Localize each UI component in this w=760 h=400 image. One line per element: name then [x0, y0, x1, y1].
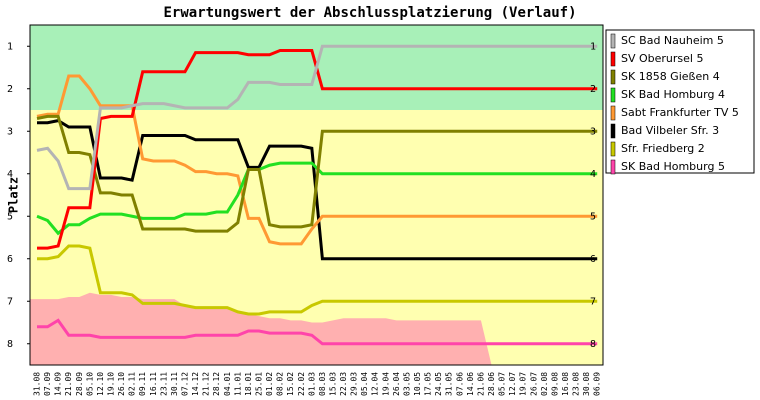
plot-frame — [29, 24, 604, 366]
legend-label: SK Bad Homburg 5 — [621, 160, 725, 173]
legend-swatch — [610, 33, 616, 49]
y-tick-label-right: 6 — [590, 254, 596, 265]
y-tick-label: 8 — [7, 339, 13, 350]
series-line — [36, 114, 598, 233]
x-tick-label: 30.08 — [582, 372, 591, 396]
x-tick-label: 23.11 — [159, 372, 168, 396]
y-tick-label-right: 3 — [590, 126, 596, 137]
x-tick-label: 15.02 — [286, 372, 295, 396]
x-tick-label: 14.09 — [54, 372, 63, 396]
x-tick-label: 21.09 — [64, 372, 73, 396]
legend-swatch — [610, 69, 616, 85]
x-tick-label: 30.11 — [170, 372, 179, 396]
legend-label: SV Oberursel 5 — [621, 52, 703, 65]
legend-label: SK Bad Homburg 4 — [621, 88, 725, 101]
x-tick-label: 08.03 — [318, 372, 327, 396]
x-tick-label: 22.02 — [297, 372, 306, 396]
x-tick-label: 19.10 — [106, 372, 115, 396]
x-tick-label: 22.03 — [339, 372, 348, 396]
y-tick-label-right: 2 — [590, 84, 596, 95]
y-tick-label-right: 8 — [590, 339, 596, 350]
x-tick-label: 19.04 — [381, 372, 390, 396]
x-tick-label: 06.09 — [593, 372, 602, 396]
x-tick-label: 12.10 — [96, 372, 105, 396]
y-tick-label-right: 1 — [590, 41, 596, 52]
x-tick-label: 28.06 — [487, 372, 496, 396]
chart-title: Erwartungswert der Abschlussplatzierung … — [163, 5, 576, 21]
y-tick-label: 2 — [7, 84, 13, 95]
y-tick-label-right: 5 — [590, 211, 596, 222]
x-tick-label: 05.07 — [498, 372, 507, 396]
y-tick-label: 3 — [7, 126, 13, 137]
x-tick-label: 14.12 — [191, 372, 200, 396]
x-tick-label: 01.02 — [265, 372, 274, 396]
legend-label: SK 1858 Gießen 4 — [621, 70, 720, 83]
x-tick-label: 16.08 — [561, 372, 570, 396]
legend-swatch — [610, 123, 616, 139]
x-tick-label: 02.08 — [540, 372, 549, 396]
x-tick-label: 14.06 — [466, 372, 475, 396]
legend-swatch — [610, 159, 616, 175]
x-tick-label: 26.07 — [529, 372, 538, 396]
y-tick-label: 6 — [7, 254, 13, 265]
x-tick-label: 02.11 — [128, 372, 137, 396]
y-tick-label: 7 — [7, 296, 13, 307]
legend-label: SC Bad Nauheim 5 — [621, 34, 724, 47]
x-tick-label: 26.10 — [117, 372, 126, 396]
x-tick-label: 29.03 — [350, 372, 359, 396]
x-tick-label: 21.12 — [202, 372, 211, 396]
legend-swatch — [610, 87, 616, 103]
x-tick-label: 11.01 — [233, 372, 242, 396]
x-tick-label: 07.09 — [43, 372, 52, 396]
series-line — [37, 119, 598, 261]
legend-label: Sabt Frankfurter TV 5 — [621, 106, 739, 119]
series-line — [37, 318, 598, 346]
y-tick-label-right: 7 — [590, 296, 596, 307]
legend-label: Bad Vilbeler Sfr. 3 — [621, 124, 719, 137]
y-tick-label-right: 4 — [590, 169, 596, 180]
x-tick-label: 25.01 — [254, 372, 263, 396]
x-tick-label: 07.12 — [180, 372, 189, 396]
x-tick-label: 12.04 — [371, 372, 380, 396]
x-tick-label: 31.08 — [33, 372, 42, 396]
x-tick-label: 09.11 — [138, 372, 147, 396]
x-tick-label: 15.03 — [328, 372, 337, 396]
legend — [605, 29, 755, 174]
y-tick-label: 4 — [7, 169, 13, 180]
zone — [30, 292, 492, 365]
x-tick-label: 26.04 — [392, 372, 401, 396]
x-tick-label: 31.05 — [445, 372, 454, 396]
legend-label: Sfr. Friedberg 2 — [621, 142, 705, 155]
x-tick-label: 28.12 — [212, 372, 221, 396]
x-tick-label: 03.05 — [402, 372, 411, 396]
x-tick-label: 19.07 — [519, 372, 528, 396]
y-tick-label: 5 — [7, 211, 13, 222]
x-tick-label: 16.11 — [149, 372, 158, 396]
x-tick-label: 24.05 — [434, 372, 443, 396]
x-tick-label: 28.09 — [75, 372, 84, 396]
plot-area — [30, 25, 603, 365]
x-tick-label: 04.01 — [223, 372, 232, 396]
legend-swatch — [610, 51, 616, 67]
x-tick-label: 23.08 — [572, 372, 581, 396]
x-tick-label: 17.05 — [424, 372, 433, 396]
x-tick-label: 05.10 — [85, 372, 94, 396]
x-tick-label: 21.06 — [476, 372, 485, 396]
legend-swatch — [610, 141, 616, 157]
x-tick-label: 18.01 — [244, 372, 253, 396]
x-tick-label: 05.04 — [360, 372, 369, 396]
y-axis-label: Platz — [7, 177, 21, 213]
x-tick-label: 07.06 — [455, 372, 464, 396]
legend-swatch — [610, 105, 616, 121]
series-line — [36, 44, 598, 191]
y-tick-label: 1 — [7, 41, 13, 52]
x-tick-label: 09.08 — [550, 372, 559, 396]
series-line — [37, 244, 598, 316]
x-tick-label: 10.05 — [413, 372, 422, 396]
x-tick-label: 01.03 — [307, 372, 316, 396]
x-tick-label: 08.02 — [276, 372, 285, 396]
x-tick-label: 12.07 — [508, 372, 517, 396]
